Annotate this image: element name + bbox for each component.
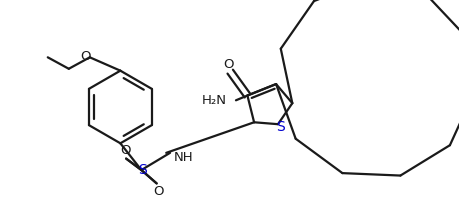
Text: NH: NH bbox=[174, 151, 194, 164]
Text: O: O bbox=[80, 50, 90, 63]
Text: S: S bbox=[276, 120, 285, 134]
Text: O: O bbox=[223, 58, 234, 71]
Text: O: O bbox=[153, 185, 164, 197]
Text: H₂N: H₂N bbox=[202, 94, 227, 107]
Text: O: O bbox=[120, 144, 130, 157]
Text: S: S bbox=[138, 163, 147, 177]
